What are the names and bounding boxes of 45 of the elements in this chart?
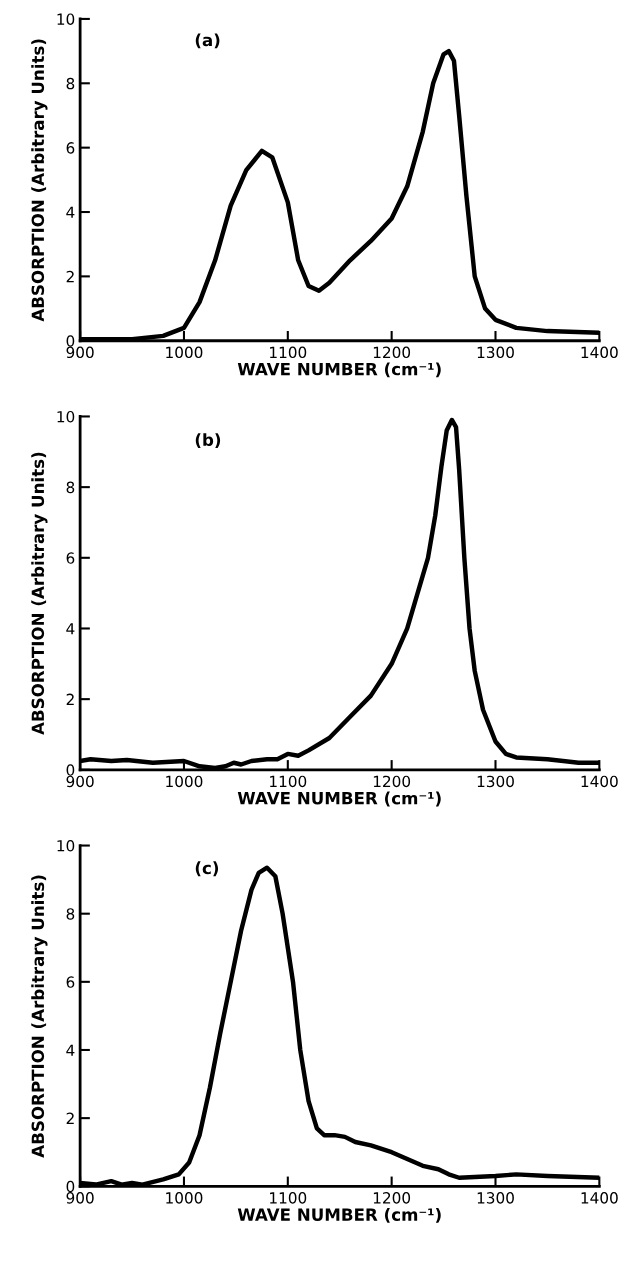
x-tick-label: 1000 xyxy=(166,1192,203,1204)
x-tick-label: 1200 xyxy=(373,346,411,359)
y-tick-label: 0 xyxy=(66,764,75,776)
x-tick-label: 1200 xyxy=(373,775,411,788)
x-tick-label: 1000 xyxy=(166,346,203,359)
x-tick-label: 1300 xyxy=(477,1192,514,1204)
y-tick-label: 6 xyxy=(66,142,75,154)
y-tick-label: 2 xyxy=(66,693,74,705)
x-tick-label: 1200 xyxy=(373,1192,411,1204)
y-tick-label: 4 xyxy=(66,206,75,218)
x-tick-label: 900 xyxy=(66,1192,94,1204)
x-tick-label: 1100 xyxy=(270,346,307,359)
annotation: (a) xyxy=(195,33,220,49)
x-tick-label: 1400 xyxy=(581,346,618,359)
y-tick-label: 6 xyxy=(66,976,75,988)
x-tick-label: 1300 xyxy=(477,775,514,788)
x-tick-label: 1400 xyxy=(581,1192,618,1204)
x-tick-label: 1400 xyxy=(581,775,618,788)
y-tick-label: 2 xyxy=(66,270,74,283)
x-tick-label: 1000 xyxy=(166,775,203,788)
x-axis-title: WAVE NUMBER (cm⁻¹) xyxy=(237,1208,441,1223)
y-tick-label: 0 xyxy=(66,1180,75,1193)
x-tick-label: 900 xyxy=(66,775,94,788)
x-tick-label: 1100 xyxy=(270,775,307,788)
y-tick-label: 6 xyxy=(66,552,75,564)
x-axis-title: WAVE NUMBER (cm⁻¹) xyxy=(237,362,441,378)
y-tick-label: 10 xyxy=(57,13,75,25)
y-tick-label: 4 xyxy=(66,623,75,635)
x-tick-label: 1300 xyxy=(477,346,514,359)
y-axis-title: ABSORPTION (Arbitrary Units) xyxy=(31,452,48,735)
annotation: (c) xyxy=(195,861,219,877)
annotation: (b) xyxy=(195,433,221,448)
y-tick-label: 8 xyxy=(66,908,75,920)
y-tick-label: 4 xyxy=(66,1044,75,1056)
x-tick-label: 900 xyxy=(66,346,94,359)
y-tick-label: 8 xyxy=(66,481,75,494)
y-tick-label: 8 xyxy=(66,77,75,90)
y-axis-title: ABSORPTION (Arbitrary Units) xyxy=(31,39,48,322)
y-tick-label: 10 xyxy=(57,410,75,423)
y-tick-label: 2 xyxy=(66,1112,74,1124)
y-tick-label: 10 xyxy=(57,840,75,852)
x-tick-label: 1100 xyxy=(270,1192,307,1204)
y-tick-label: 0 xyxy=(66,335,75,347)
y-axis-title: ABSORPTION (Arbitrary Units) xyxy=(31,875,48,1158)
x-axis-title: WAVE NUMBER (cm⁻¹) xyxy=(237,791,441,807)
